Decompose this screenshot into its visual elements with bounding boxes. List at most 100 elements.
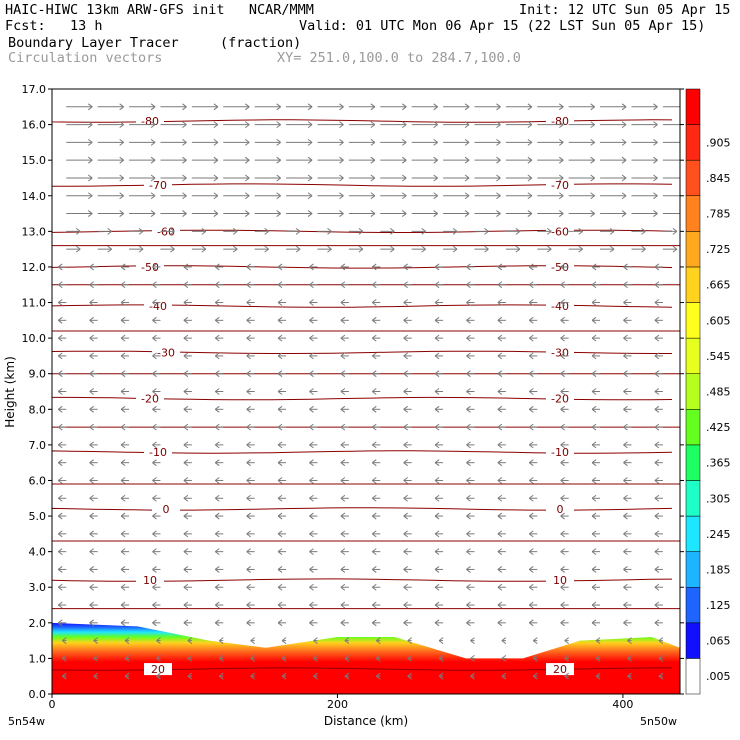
vector-arrowhead xyxy=(187,637,193,645)
vector-arrowhead xyxy=(452,227,458,235)
vector-arrowhead xyxy=(183,423,189,431)
vector-arrowhead xyxy=(93,655,98,662)
vector-arrowhead xyxy=(527,121,533,128)
vector-arrowhead xyxy=(623,441,628,449)
vector-arrowhead xyxy=(57,281,63,289)
vector-arrowhead xyxy=(232,227,238,235)
contour-label-bg xyxy=(546,392,574,405)
vector-arrowhead xyxy=(591,281,597,289)
vector-arrowhead xyxy=(309,494,314,502)
vector-field-name: Circulation vectors xyxy=(8,50,163,66)
vector-arrowhead xyxy=(497,263,503,271)
colorbar-swatch xyxy=(685,515,701,552)
vector-arrowhead xyxy=(623,548,628,556)
vector-arrowhead xyxy=(401,156,407,164)
vector-arrowhead xyxy=(182,192,187,200)
colorbar-label: .065 xyxy=(706,635,731,648)
colorbar-label: .485 xyxy=(706,386,731,399)
vector-arrowhead xyxy=(528,281,534,289)
vector-arrowhead xyxy=(434,512,440,520)
vector-arrowhead xyxy=(307,156,313,164)
vector-arrowhead xyxy=(214,388,220,395)
vector-arrowhead xyxy=(183,566,189,573)
vector-arrowhead xyxy=(560,281,565,289)
vector-arrowhead xyxy=(214,477,220,484)
vector-arrowhead xyxy=(57,512,63,520)
contour-label-right: 10 xyxy=(553,574,567,587)
field-name: Boundary Layer Tracer xyxy=(8,35,179,51)
vector-arrowhead xyxy=(89,352,94,360)
vector-arrowhead xyxy=(609,227,615,235)
vector-arrowhead xyxy=(57,334,63,342)
vector-arrowhead xyxy=(452,245,458,253)
vector-arrowhead xyxy=(313,672,318,680)
vector-arrowhead xyxy=(434,530,440,538)
vector-arrowhead xyxy=(654,316,660,324)
vector-arrowhead xyxy=(218,637,224,645)
vector-arrowhead xyxy=(595,637,601,645)
vector-arrowhead xyxy=(57,388,63,395)
vector-arrowhead xyxy=(654,405,660,413)
vector-arrowhead xyxy=(340,316,346,324)
vector-arrowhead xyxy=(89,423,94,431)
vector-arrowhead xyxy=(591,548,597,556)
vector-arrowhead xyxy=(433,138,438,146)
vector-arrowhead xyxy=(653,156,658,164)
vector-arrowhead xyxy=(152,459,157,467)
x-tick-label: 0 xyxy=(49,698,56,711)
vector-arrowhead xyxy=(75,227,81,235)
y-tick-label: 14.0 xyxy=(22,190,47,203)
vector-arrowhead xyxy=(658,637,664,645)
vector-arrowhead xyxy=(591,459,597,467)
contour-label-right: -60 xyxy=(551,225,569,238)
vector-arrowhead xyxy=(434,477,440,484)
vector-arrowhead xyxy=(119,174,124,182)
vector-arrowhead xyxy=(466,441,471,449)
vector-arrowhead xyxy=(277,566,283,573)
x-tick-label: 200 xyxy=(327,698,348,711)
vector-arrowhead xyxy=(213,174,219,182)
vector-arrowhead xyxy=(546,245,552,253)
vector-arrowhead xyxy=(496,121,501,128)
vector-arrowhead xyxy=(246,352,251,360)
vector-arrowhead xyxy=(654,494,660,502)
vector-arrowhead xyxy=(403,512,408,520)
colorbar-swatch xyxy=(685,302,701,339)
vector-arrowhead xyxy=(214,566,220,573)
vector-arrowhead xyxy=(591,299,597,306)
vector-arrowhead xyxy=(591,494,597,502)
vector-arrowhead xyxy=(654,441,660,449)
vector-arrowhead xyxy=(434,548,440,556)
vector-arrowhead xyxy=(623,566,628,573)
vector-arrowhead xyxy=(277,299,283,306)
colorbar-label: .125 xyxy=(706,599,731,612)
vector-arrowhead xyxy=(152,601,157,609)
vector-arrowhead xyxy=(501,672,507,680)
vector-arrowhead xyxy=(464,174,470,182)
colorbar-swatch xyxy=(685,409,701,446)
vector-arrowhead xyxy=(654,530,660,538)
vector-arrowhead xyxy=(276,210,281,217)
vector-arrowhead xyxy=(150,121,156,128)
vector-arrowhead xyxy=(340,459,346,467)
vector-arrowhead xyxy=(246,334,251,342)
vector-arrowhead xyxy=(87,210,93,217)
vector-arrowhead xyxy=(560,263,565,271)
vector-arrowhead xyxy=(327,227,332,235)
contour-label-bg xyxy=(144,179,172,192)
vector-arrowhead xyxy=(403,583,408,591)
vector-arrowhead xyxy=(182,121,187,128)
field-units: (fraction) xyxy=(220,35,302,51)
vector-arrowhead xyxy=(496,174,501,182)
vector-arrowhead xyxy=(578,245,583,253)
vector-arrowhead xyxy=(119,103,124,111)
vector-arrowhead xyxy=(464,192,470,200)
vector-arrowhead xyxy=(277,583,283,591)
vector-arrowhead xyxy=(307,121,313,128)
vector-arrowhead xyxy=(309,299,314,306)
vector-arrowhead xyxy=(358,227,364,235)
vector-arrowhead xyxy=(277,477,283,484)
vector-arrowhead xyxy=(120,370,126,378)
vector-arrowhead xyxy=(57,619,63,627)
vector-arrowhead xyxy=(466,583,471,591)
